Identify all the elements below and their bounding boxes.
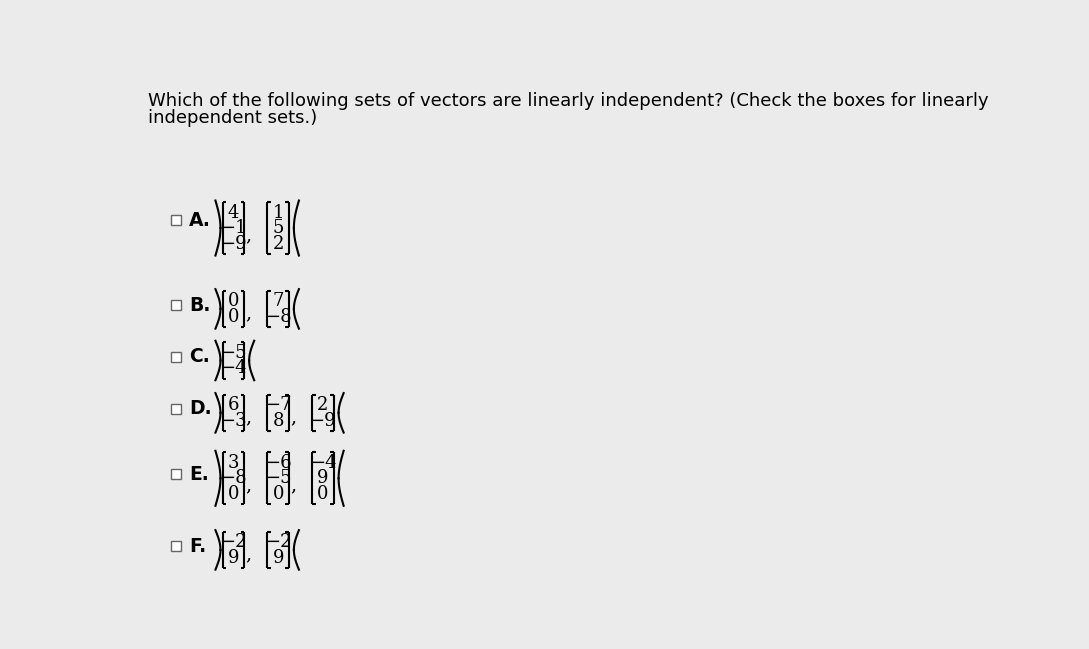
Text: ,: ,	[245, 304, 252, 323]
Text: ,: ,	[245, 546, 252, 563]
Text: 7: 7	[272, 292, 284, 310]
Text: 2: 2	[272, 234, 284, 252]
Text: ,: ,	[290, 476, 296, 495]
Bar	[171, 541, 182, 551]
Text: −5: −5	[265, 469, 292, 487]
Text: 6: 6	[228, 396, 240, 414]
Text: −3: −3	[220, 411, 247, 430]
Text: E.: E.	[188, 465, 209, 484]
Text: 1: 1	[272, 204, 284, 221]
Bar	[171, 352, 182, 361]
Text: 9: 9	[228, 548, 240, 567]
Text: −9: −9	[220, 234, 247, 252]
Text: B.: B.	[188, 295, 210, 315]
Text: 3: 3	[228, 454, 240, 472]
Bar	[171, 469, 182, 480]
Text: C.: C.	[188, 347, 209, 366]
Text: 0: 0	[272, 485, 284, 503]
Text: Which of the following sets of vectors are linearly independent? (Check the boxe: Which of the following sets of vectors a…	[148, 92, 989, 110]
Text: 8: 8	[272, 411, 284, 430]
Text: F.: F.	[188, 537, 206, 556]
Text: ,: ,	[290, 408, 296, 426]
Text: 9: 9	[272, 548, 284, 567]
Text: 4: 4	[228, 204, 240, 221]
Text: independent sets.): independent sets.)	[148, 108, 317, 127]
Text: 0: 0	[317, 485, 329, 503]
Bar	[171, 404, 182, 414]
Text: −8: −8	[265, 308, 292, 326]
Text: −8: −8	[220, 469, 247, 487]
Text: −1: −1	[220, 219, 247, 237]
Text: ,: ,	[245, 226, 252, 244]
Text: −6: −6	[265, 454, 292, 472]
Text: A.: A.	[188, 211, 210, 230]
Text: ,: ,	[245, 408, 252, 426]
Text: 0: 0	[228, 485, 240, 503]
Text: 0: 0	[228, 308, 240, 326]
Text: 0: 0	[228, 292, 240, 310]
Text: −2: −2	[220, 533, 247, 551]
Text: 9: 9	[317, 469, 329, 487]
Text: −7: −7	[265, 396, 292, 414]
Bar	[171, 215, 182, 225]
Text: D.: D.	[188, 400, 211, 419]
Text: ,: ,	[245, 476, 252, 495]
Text: −4: −4	[309, 454, 337, 472]
Text: −5: −5	[220, 344, 247, 361]
Text: 2: 2	[317, 396, 329, 414]
Text: −2: −2	[265, 533, 292, 551]
Text: −4: −4	[220, 360, 247, 377]
Bar	[171, 300, 182, 310]
Text: −9: −9	[309, 411, 337, 430]
Text: 5: 5	[272, 219, 284, 237]
